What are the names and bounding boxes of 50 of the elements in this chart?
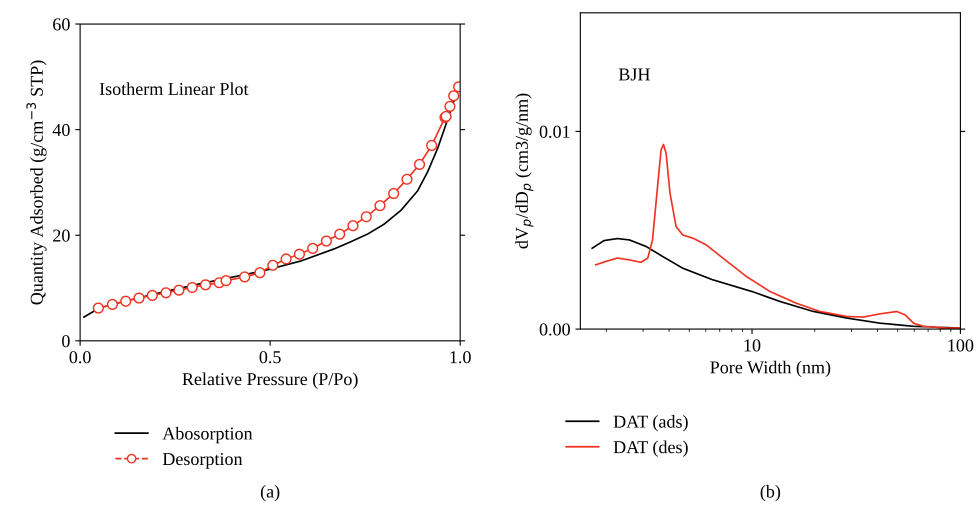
legend-label: DAT (des) [614,440,688,457]
y-tick-label: 0 [62,335,70,348]
point [444,100,456,112]
point [414,158,426,170]
y-tick-label: 0.00 [540,323,570,336]
point [239,271,250,282]
x-axis-title: Relative Pressure (P/Po) [182,372,358,389]
point [120,296,132,307]
point [307,242,318,254]
y-tick-label: 20 [53,229,70,242]
point [320,235,332,247]
point [388,188,400,200]
point [426,140,438,152]
point [280,253,292,265]
point [254,267,266,278]
x-tick-label: 0.0 [70,351,91,364]
point [374,200,386,212]
x-tick-label: 100 [948,339,974,352]
annotation: BJH [618,68,650,81]
point [347,220,359,232]
legend-label: DAT (ads) [614,415,688,432]
point [146,290,158,301]
point [267,260,278,271]
point [448,90,460,102]
point [133,292,145,304]
y-axis-title: Quantity Adsorbed (g/cm$^{−3}$ STP) [26,60,47,304]
legend-label: Abosorption [162,426,252,444]
x-tick-label: 10 [744,339,760,352]
point [92,302,104,314]
y-axis-title: dV$_{p}$/dD$_{p}$ (cm3/g/nm) [515,94,534,248]
x-tick-label: 1.0 [450,351,471,364]
y-tick-label: 60 [53,18,70,30]
text: (a) [260,484,280,502]
point [294,248,305,260]
point [334,228,346,240]
point [360,211,372,222]
legend-label: Desorption [162,452,242,469]
point [106,298,118,310]
point [160,287,172,298]
y-tick-label: 0.01 [540,126,570,138]
point [173,284,184,296]
y-tick-label: 40 [52,124,70,136]
point [401,174,413,185]
x-axis-title: Pore Width (nm) [710,360,830,378]
point [186,282,198,294]
text: (b) [760,484,780,502]
point [220,275,232,286]
annotation: Isotherm Linear Plot [100,82,248,96]
point [200,279,212,290]
x-tick-label: 0.5 [260,351,281,364]
